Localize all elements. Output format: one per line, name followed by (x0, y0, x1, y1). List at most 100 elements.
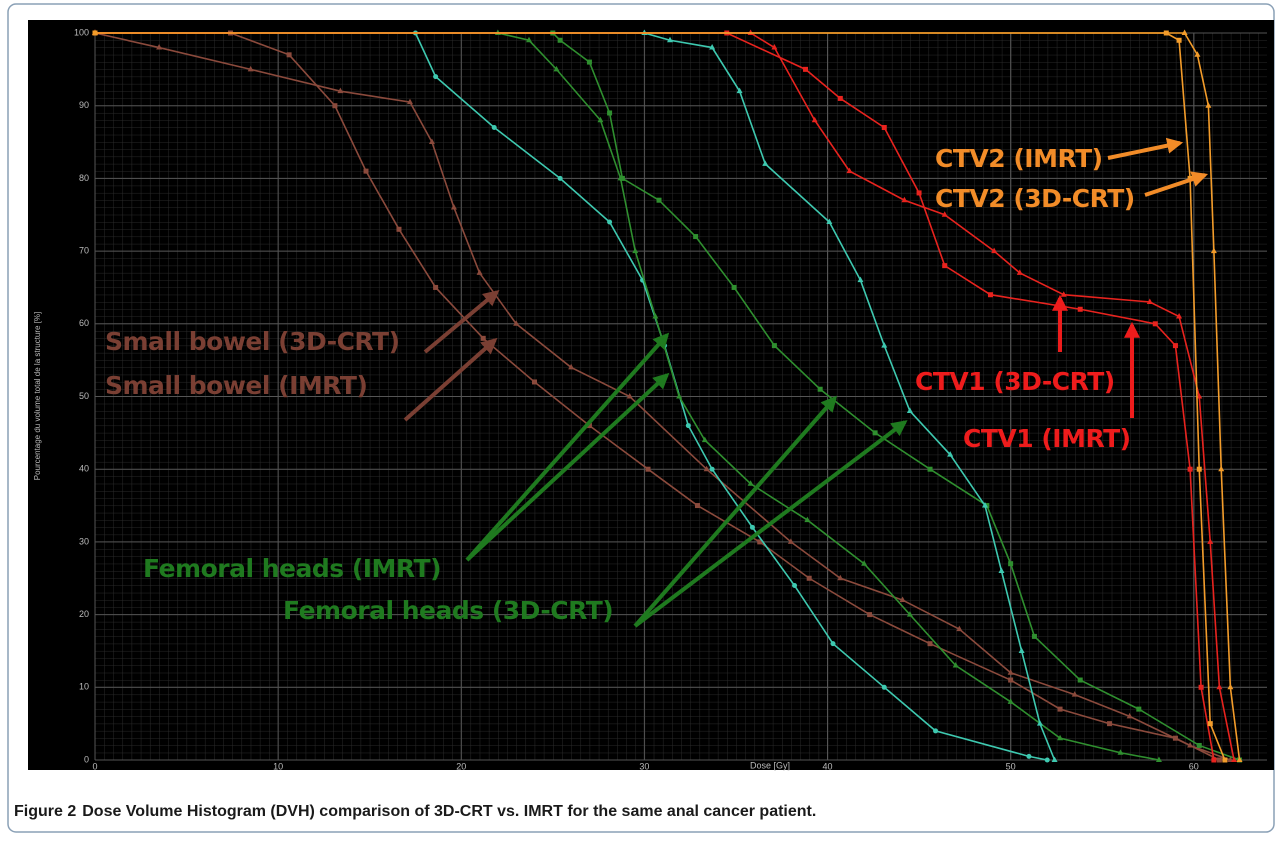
point (1126, 712, 1133, 719)
point (1136, 706, 1142, 712)
y-tick-label: 60 (79, 318, 89, 328)
point (1211, 757, 1217, 763)
point (607, 219, 613, 225)
point (645, 466, 651, 472)
point (532, 379, 537, 385)
point (1146, 298, 1153, 304)
point (1172, 343, 1178, 349)
point (526, 36, 533, 43)
point (1236, 756, 1243, 762)
point (476, 269, 483, 275)
y-tick-label: 40 (79, 464, 89, 474)
x-tick-label: 10 (273, 761, 283, 771)
point (626, 393, 633, 399)
point (762, 160, 769, 166)
point (927, 641, 933, 647)
point (337, 87, 344, 94)
y-tick-label: 80 (79, 173, 89, 183)
point (906, 611, 913, 617)
point (906, 407, 913, 414)
annotation-arrow (633, 420, 908, 628)
point (857, 276, 864, 283)
series-line (95, 32, 1235, 761)
point (491, 125, 497, 131)
caption-label: Figure 2 (14, 803, 76, 820)
point (1218, 465, 1225, 472)
x-tick-label: 50 (1006, 761, 1016, 771)
point (927, 466, 933, 472)
point (1155, 756, 1162, 762)
point (811, 116, 818, 123)
point (428, 138, 435, 145)
point (1077, 306, 1083, 312)
point (1187, 466, 1193, 472)
point (286, 52, 292, 58)
point (396, 226, 402, 232)
series-line (95, 32, 1241, 761)
point (749, 524, 755, 530)
point (586, 423, 592, 429)
annotation: Femoral heads (3D-CRT) (283, 596, 613, 625)
point (933, 728, 939, 734)
point (685, 423, 691, 429)
point (1210, 247, 1217, 254)
point (433, 74, 439, 80)
y-tick-label: 50 (79, 391, 89, 401)
point (667, 36, 674, 43)
x-tick-label: 30 (639, 761, 649, 771)
point (709, 44, 716, 50)
annotation: CTV2 (IMRT) (935, 144, 1103, 173)
y-tick-label: 10 (79, 682, 89, 692)
point (1207, 721, 1213, 727)
annotation: CTV1 (3D-CRT) (915, 367, 1115, 396)
annotation-arrow (465, 372, 670, 562)
point (916, 190, 922, 196)
point (632, 247, 639, 254)
y-tick-label: 100 (74, 27, 89, 37)
caption-text: Dose Volume Histogram (DVH) comparison o… (82, 803, 816, 820)
point (881, 684, 887, 690)
annotation-arrow (403, 337, 498, 422)
point (1172, 735, 1178, 741)
x-axis-label: Dose [Gy] (750, 760, 790, 770)
point (676, 393, 683, 399)
point (607, 110, 613, 116)
point (1205, 102, 1212, 108)
point (156, 44, 163, 50)
annotation: Small bowel (3D-CRT) (105, 327, 400, 356)
point (1007, 669, 1014, 675)
point (998, 567, 1005, 573)
point (1026, 753, 1032, 759)
point (803, 66, 809, 72)
point (557, 37, 563, 43)
point (1196, 466, 1202, 472)
annotation-arrow (465, 332, 670, 562)
point (1008, 677, 1014, 683)
point (1216, 683, 1223, 690)
point (804, 516, 811, 523)
point (771, 343, 777, 349)
point (787, 538, 794, 544)
series-line (414, 32, 1048, 761)
point (837, 95, 843, 101)
point (881, 125, 887, 131)
point (1036, 720, 1043, 726)
point (952, 661, 959, 668)
point (830, 641, 836, 647)
point (1007, 698, 1014, 704)
point (1196, 742, 1202, 748)
point (1194, 51, 1201, 57)
point (1198, 684, 1204, 690)
point (709, 466, 715, 472)
point (656, 197, 662, 203)
y-tick-label: 20 (79, 609, 89, 619)
point (991, 247, 998, 254)
annotation: Femoral heads (IMRT) (143, 554, 441, 583)
annotation: CTV1 (IMRT) (963, 424, 1131, 453)
y-tick-label: 30 (79, 536, 89, 546)
point (694, 503, 700, 509)
point (1008, 561, 1014, 567)
point (792, 583, 798, 589)
point (861, 560, 868, 566)
caption: Figure 2 Dose Volume Histogram (DVH) comp… (14, 803, 816, 820)
